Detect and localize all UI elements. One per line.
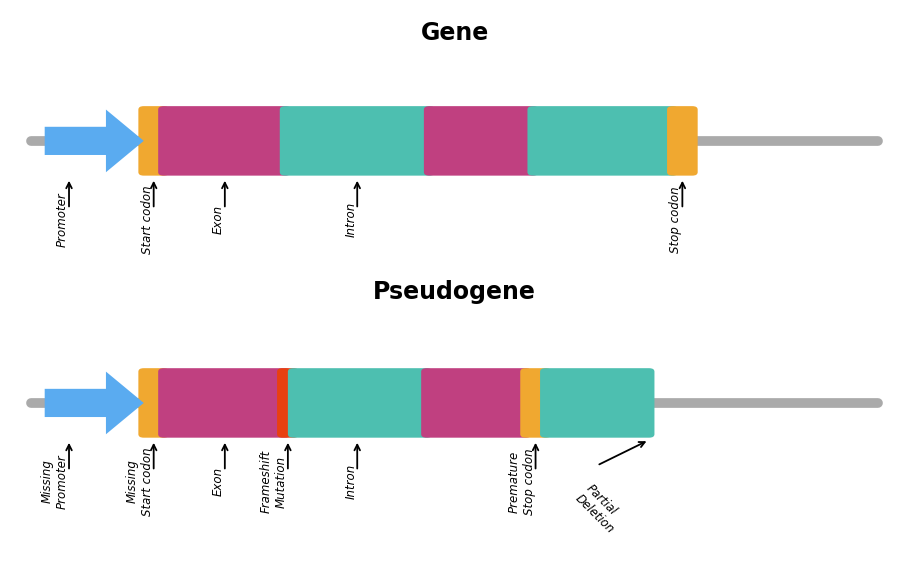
FancyBboxPatch shape xyxy=(424,106,538,176)
FancyBboxPatch shape xyxy=(520,368,551,438)
Text: Frameshift
Mutation: Frameshift Mutation xyxy=(260,450,288,513)
Text: Pseudogene: Pseudogene xyxy=(373,280,536,305)
Text: Premature
Stop codon: Premature Stop codon xyxy=(507,448,535,515)
FancyBboxPatch shape xyxy=(158,106,291,176)
FancyBboxPatch shape xyxy=(540,368,654,438)
Polygon shape xyxy=(45,372,144,434)
FancyBboxPatch shape xyxy=(138,368,169,438)
FancyBboxPatch shape xyxy=(421,368,531,438)
FancyBboxPatch shape xyxy=(158,368,291,438)
Text: Gene: Gene xyxy=(420,21,489,45)
Text: Intron: Intron xyxy=(345,464,357,499)
Text: Intron: Intron xyxy=(345,202,357,237)
FancyBboxPatch shape xyxy=(277,368,299,438)
Text: Partial
Deletion: Partial Deletion xyxy=(573,481,627,536)
Text: Stop codon: Stop codon xyxy=(669,186,683,253)
FancyBboxPatch shape xyxy=(280,106,435,176)
Text: Exon: Exon xyxy=(212,205,225,234)
Text: Missing
Start codon: Missing Start codon xyxy=(125,447,154,516)
FancyBboxPatch shape xyxy=(667,106,698,176)
FancyBboxPatch shape xyxy=(138,106,169,176)
FancyBboxPatch shape xyxy=(288,368,432,438)
Polygon shape xyxy=(45,110,144,172)
Text: Promoter: Promoter xyxy=(56,192,69,247)
FancyBboxPatch shape xyxy=(527,106,678,176)
Text: Missing
Promoter: Missing Promoter xyxy=(41,454,69,509)
Text: Start codon: Start codon xyxy=(141,185,154,254)
Text: Exon: Exon xyxy=(212,467,225,496)
